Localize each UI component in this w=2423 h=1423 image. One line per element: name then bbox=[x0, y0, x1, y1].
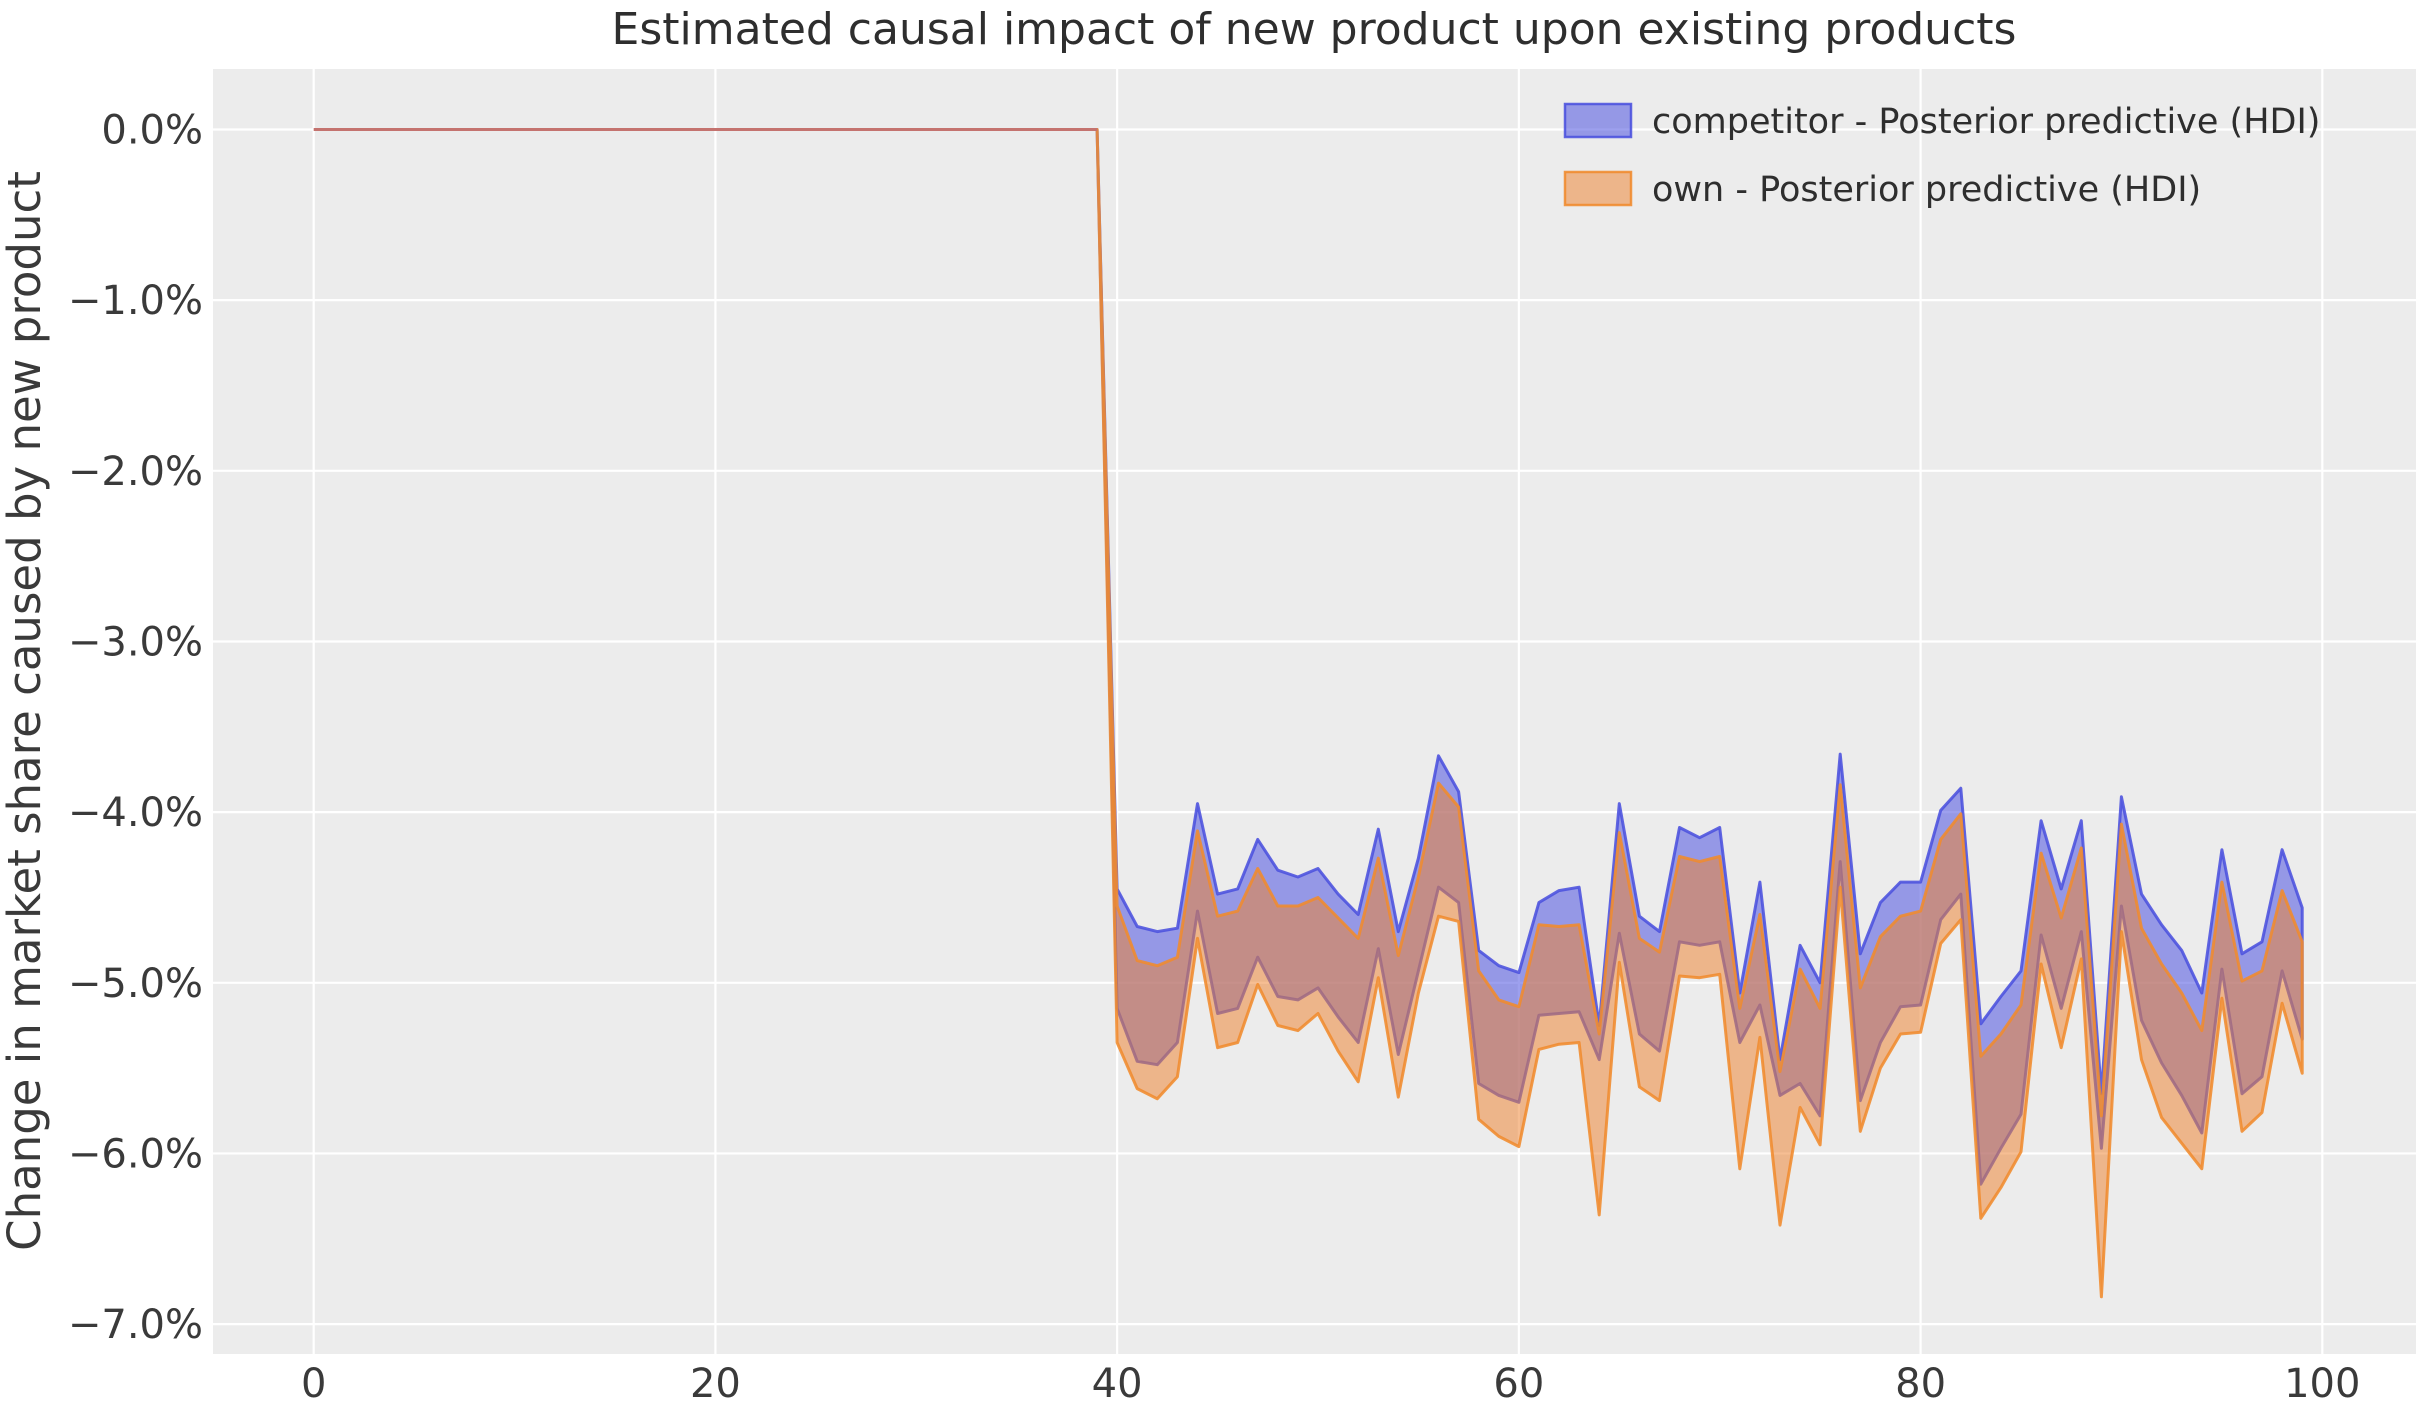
gridlines bbox=[213, 69, 2416, 1354]
x-tick-label: 20 bbox=[690, 1361, 741, 1407]
legend-label-own: own - Posterior predictive (HDI) bbox=[1652, 170, 2201, 210]
chart-title: Estimated causal impact of new product u… bbox=[612, 4, 2017, 55]
x-tick-label: 40 bbox=[1092, 1361, 1143, 1407]
y-tick-label: 0.0% bbox=[101, 108, 203, 154]
y-tick-label: −4.0% bbox=[68, 790, 203, 836]
y-tick-label: −6.0% bbox=[68, 1131, 203, 1177]
y-tick-label: −5.0% bbox=[68, 961, 203, 1007]
x-tick-label: 0 bbox=[301, 1361, 326, 1407]
y-tick-labels: 0.0% −1.0% −2.0% −3.0% −4.0% −5.0% −6.0% −7.0% bbox=[68, 108, 203, 1349]
legend-swatch-own bbox=[1563, 170, 1633, 207]
hdi-bands bbox=[1095, 128, 2304, 1299]
legend-swatch-competitor bbox=[1563, 102, 1633, 139]
legend-label-competitor: competitor - Posterior predictive (HDI) bbox=[1652, 102, 2320, 142]
y-tick-label: −2.0% bbox=[68, 449, 203, 495]
y-tick-label: −7.0% bbox=[68, 1302, 203, 1348]
y-tick-label: −3.0% bbox=[68, 619, 203, 665]
y-tick-label: −1.0% bbox=[68, 278, 203, 324]
x-tick-label: 100 bbox=[2284, 1361, 2360, 1407]
plot-background bbox=[213, 69, 2416, 1354]
x-tick-label: 80 bbox=[1895, 1361, 1946, 1407]
x-tick-labels: 0 20 40 60 80 100 bbox=[301, 1361, 2361, 1407]
x-tick-label: 60 bbox=[1493, 1361, 1544, 1407]
legend: competitor - Posterior predictive (HDI) … bbox=[1563, 102, 2320, 210]
y-axis-label: Change in market share caused by new pro… bbox=[0, 171, 51, 1251]
